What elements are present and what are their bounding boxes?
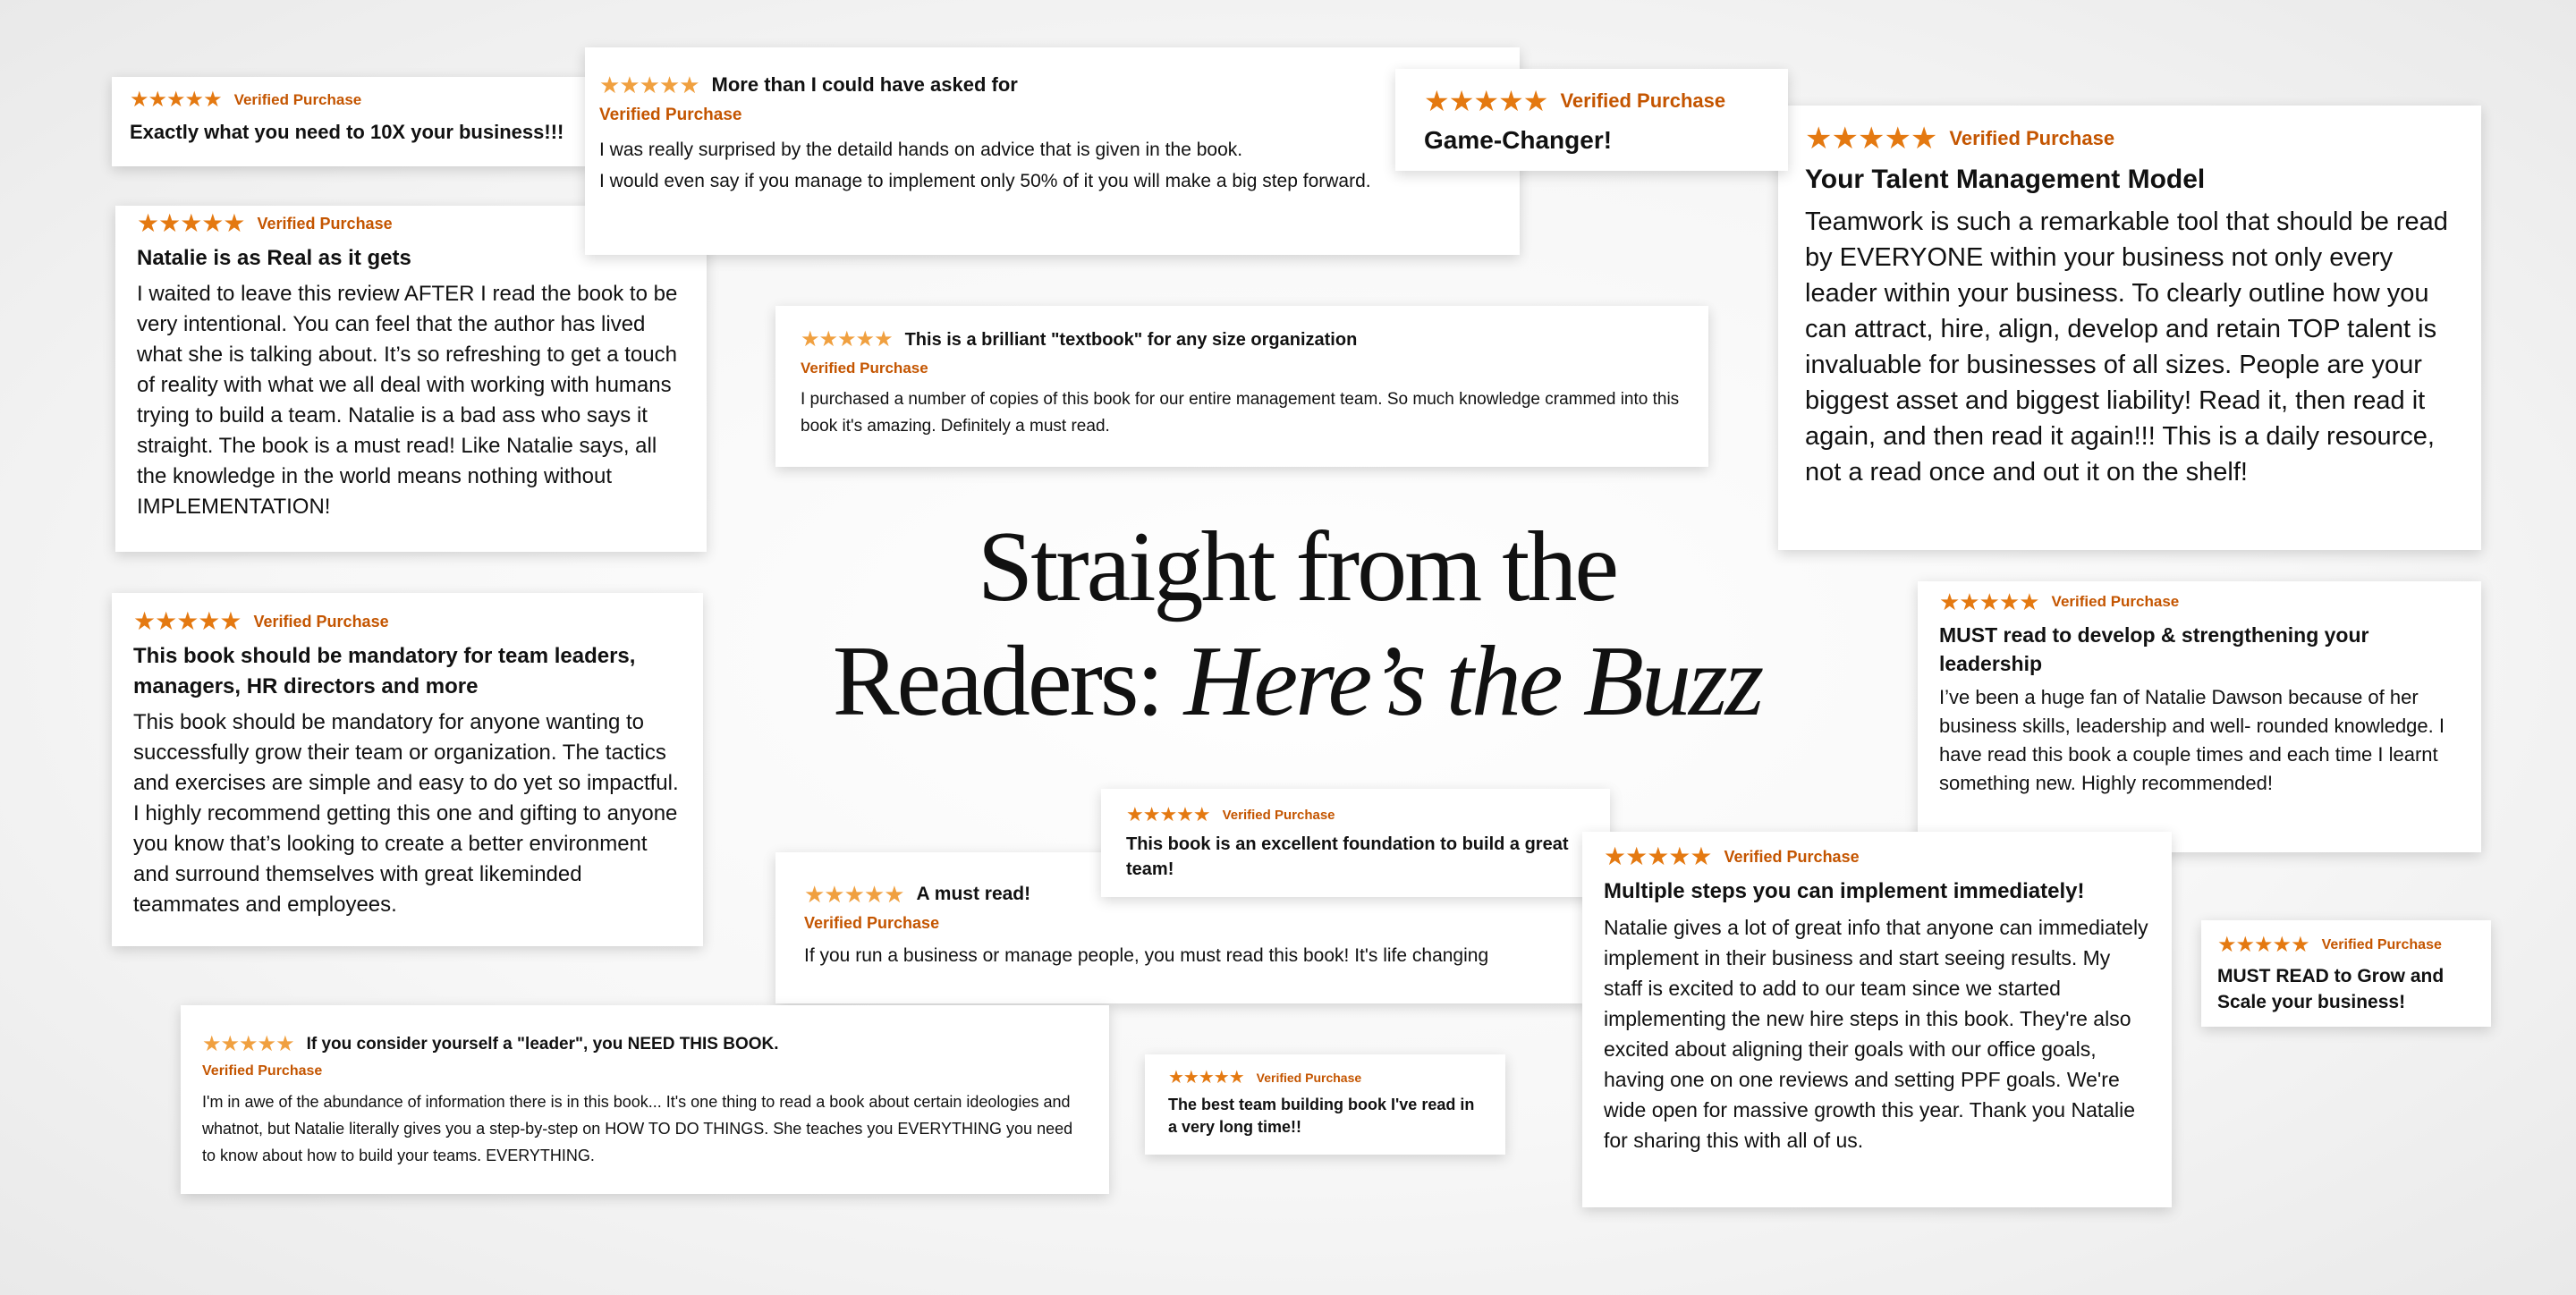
review-body: I’ve been a huge fan of Natalie Dawson b…	[1939, 686, 2445, 794]
review-title: This book should be mandatory for team l…	[133, 644, 636, 698]
star-rating-icon: ★★★★★	[1168, 1068, 1245, 1088]
verified-purchase-badge: Verified Purchase	[2321, 937, 2442, 952]
review-body: This book should be mandatory for anyone…	[133, 710, 679, 917]
verified-purchase-badge: Verified Purchase	[801, 360, 928, 377]
star-rating-icon: ★★★★★	[1604, 842, 1713, 870]
review-title: If you consider yourself a "leader", you…	[306, 1035, 779, 1054]
headline-italic: Here’s the Buzz	[1183, 626, 1765, 737]
verified-purchase-badge: Verified Purchase	[1724, 847, 1860, 866]
review-card: ★★★★★ Verified Purchase Natalie is as Real…	[115, 206, 707, 552]
star-rating-icon: ★★★★★	[133, 607, 242, 635]
review-card: ★★★★★ Verified Purchase Exactly what you n…	[112, 77, 589, 166]
review-body: If you run a business or manage people, …	[804, 945, 1489, 966]
review-card: ★★★★★ Verified Purchase The best team buil…	[1145, 1054, 1505, 1155]
star-rating-icon: ★★★★★	[1424, 85, 1548, 117]
star-rating-icon: ★★★★★	[137, 209, 246, 237]
verified-purchase-badge: Verified Purchase	[2051, 593, 2180, 610]
verified-purchase-badge: Verified Purchase	[804, 914, 940, 932]
review-card: ★★★★★ Verified Purchase Your Talent Manage…	[1778, 106, 2481, 550]
review-body: Natalie gives a lot of great info that a…	[1604, 916, 2148, 1152]
review-body: I waited to leave this review AFTER I re…	[137, 282, 678, 519]
headline-line-2: Readers: Here’s the Buzz	[805, 624, 1789, 739]
star-rating-icon: ★★★★★	[130, 88, 223, 112]
review-title: MUST read to develop & strengthening you…	[1939, 623, 2369, 675]
review-card: ★★★★★ Verified Purchase This book should b…	[112, 593, 703, 946]
review-card: ★★★★★ Verified Purchase This book is an ex…	[1101, 789, 1610, 897]
star-rating-icon: ★★★★★	[2217, 933, 2310, 957]
review-title: Natalie is as Real as it gets	[137, 246, 411, 270]
review-title: Exactly what you need to 10X your busine…	[130, 121, 564, 143]
star-rating-icon: ★★★★★	[801, 327, 894, 351]
star-rating-icon: ★★★★★	[1805, 122, 1937, 156]
review-body: Teamwork is such a remarkable tool that …	[1805, 207, 2448, 487]
headline-plain: Readers:	[832, 626, 1184, 737]
verified-purchase-badge: Verified Purchase	[1560, 89, 1726, 112]
page-headline: Straight from the Readers: Here’s the Bu…	[805, 510, 1789, 739]
review-title: More than I could have asked for	[711, 73, 1018, 96]
verified-purchase-badge: Verified Purchase	[233, 91, 362, 108]
review-card: ★★★★★ More than I could have asked for Ver…	[585, 47, 1520, 255]
review-card: ★★★★★ If you consider yourself a "leader"…	[181, 1005, 1109, 1194]
review-card: ★★★★★ Verified Purchase MUST READ to Grow …	[2201, 920, 2491, 1027]
star-rating-icon: ★★★★★	[599, 71, 700, 98]
review-title: This is a brilliant "textbook" for any s…	[904, 330, 1358, 350]
star-rating-icon: ★★★★★	[1126, 803, 1211, 825]
verified-purchase-badge: Verified Purchase	[1222, 807, 1335, 823]
review-card: ★★★★★ Verified Purchase Game-Changer!	[1395, 69, 1788, 171]
headline-line-1: Straight from the	[977, 512, 1619, 622]
review-body: I was really surprised by the detaild ha…	[599, 140, 1371, 191]
verified-purchase-badge: Verified Purchase	[599, 106, 742, 124]
verified-purchase-badge: Verified Purchase	[1949, 127, 2115, 149]
review-card: ★★★★★ This is a brilliant "textbook" for …	[775, 306, 1708, 467]
review-card: ★★★★★ Verified Purchase Multiple steps you…	[1582, 832, 2172, 1207]
verified-purchase-badge: Verified Purchase	[202, 1063, 323, 1079]
review-title: MUST READ to Grow and Scale your busines…	[2217, 966, 2445, 1012]
verified-purchase-badge: Verified Purchase	[253, 612, 389, 631]
review-card: ★★★★★ Verified Purchase MUST read to devel…	[1918, 581, 2481, 852]
review-title: Multiple steps you can implement immedia…	[1604, 879, 2085, 903]
verified-purchase-badge: Verified Purchase	[257, 214, 393, 233]
review-title: This book is an excellent foundation to …	[1126, 834, 1569, 879]
star-rating-icon: ★★★★★	[1939, 588, 2040, 615]
review-body: I'm in awe of the abundance of informati…	[202, 1093, 1073, 1164]
review-title: Game-Changer!	[1424, 126, 1613, 154]
star-rating-icon: ★★★★★	[202, 1031, 295, 1056]
star-rating-icon: ★★★★★	[804, 880, 905, 908]
verified-purchase-badge: Verified Purchase	[1256, 1071, 1362, 1085]
review-title: The best team building book I've read in…	[1168, 1096, 1475, 1136]
review-body: I purchased a number of copies of this b…	[801, 390, 1680, 436]
review-title: A must read!	[916, 884, 1031, 904]
review-title: Your Talent Management Model	[1805, 165, 2206, 194]
